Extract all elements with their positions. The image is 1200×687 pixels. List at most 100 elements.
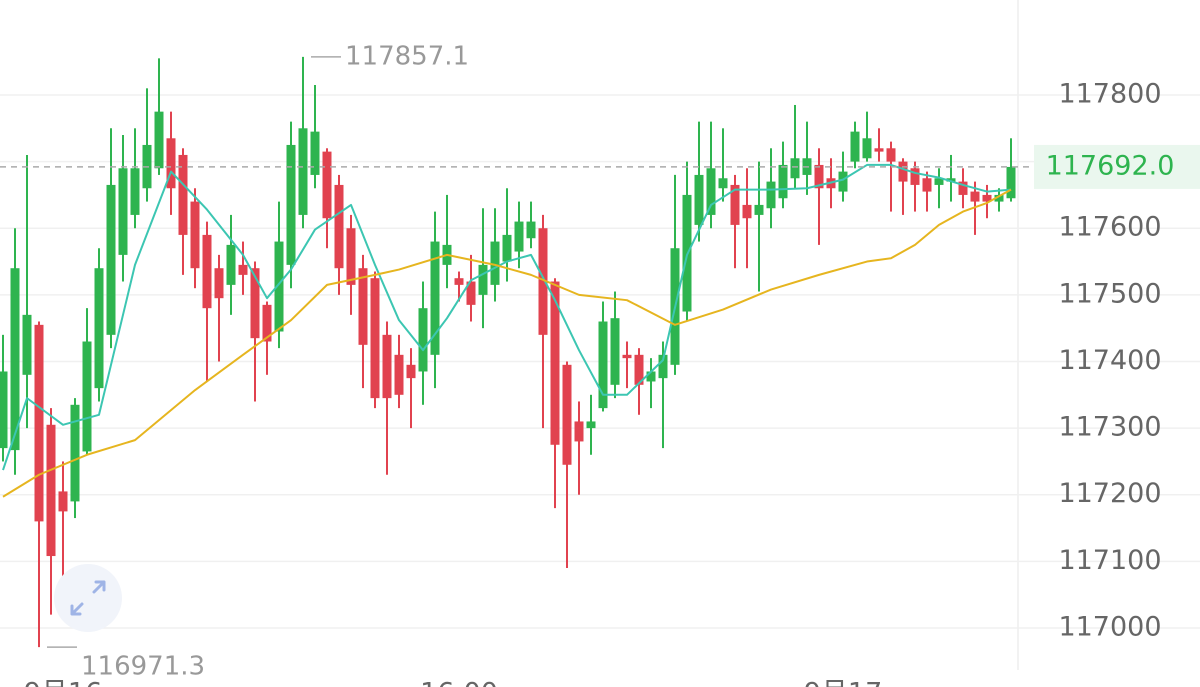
y-tick-label: 117600 [1058,212,1161,243]
candle-body [46,424,56,557]
candle-body [730,184,740,225]
candle-body [562,364,572,465]
candle-body [550,281,560,445]
x-tick-label: 9月16 [24,678,103,687]
candle-body [190,201,200,269]
y-tick-label: 117300 [1058,412,1161,443]
candle-body [814,164,824,189]
candle-body [874,148,884,152]
moving-average-line [2,163,1012,471]
expand-button-bg [54,564,122,632]
max-label: 117857.1 [345,41,469,71]
candle-body [910,168,920,185]
candle-body [922,178,932,192]
candle-body [610,318,620,385]
last-price-label: 117692.0 [1046,150,1175,181]
candle-body [778,164,788,199]
candle-body [754,204,764,215]
candle-body [934,178,944,185]
last-price-bg [1034,144,1200,189]
candle-body [106,184,116,335]
candle-body [946,178,956,182]
candle-body [514,221,524,252]
candle-body [406,364,416,379]
candle-body [286,144,296,265]
x-tick-label: 16:00 [420,678,498,687]
y-tick-label: 117100 [1058,545,1161,576]
candle-body [358,268,368,345]
candle-body [334,184,344,269]
moving-average-line [2,188,1012,498]
min-label: 116971.3 [81,652,205,682]
candle-body [58,491,68,512]
candle-body [214,268,224,299]
candle-body [166,138,176,189]
candle-body [862,138,872,159]
candle-body [70,404,80,502]
y-tick-label: 117500 [1058,278,1161,309]
candle-body [466,281,476,305]
candle-body [82,341,92,452]
candle-body [394,354,404,395]
candle-body [322,151,332,219]
expand-button[interactable] [54,564,122,632]
candle-body [1006,166,1016,199]
candle-body [502,234,512,262]
candle-body [838,171,848,192]
candle-body [574,421,584,442]
candle-body [154,111,164,169]
candle-body [850,131,860,162]
candle-body [346,228,356,285]
candle-body [250,268,260,339]
candle-body [430,241,440,355]
candle-body [706,168,716,215]
candle-body [586,421,596,429]
candle-body [982,194,992,202]
y-tick-label: 117000 [1058,611,1161,642]
candle-body [598,321,608,409]
candle-body [226,244,236,285]
candle-body [790,158,800,179]
candle-body [178,154,188,235]
candle-body [298,128,308,215]
candle-body [478,264,488,295]
candle-body [694,174,704,225]
candle-body [646,371,656,382]
candle-body [22,314,32,375]
candle-body [526,221,536,239]
candle-body [10,268,20,451]
x-tick-label: 9月17 [804,678,883,687]
candle-body [742,204,752,219]
candle-body [274,241,284,332]
expand-icon [70,580,106,616]
candle-body [718,178,728,189]
candle-body [310,131,320,175]
candle-body [766,181,776,209]
candle-body [262,304,272,342]
y-tick-label: 117800 [1058,78,1161,109]
candle-body [118,168,128,255]
candle-body [622,354,632,359]
candle-body [958,181,968,195]
candle-body [538,228,548,335]
candle-body [454,278,464,285]
candle-body [886,148,896,162]
y-tick-label: 117400 [1058,345,1161,376]
candle-body [658,354,668,379]
candle-body [202,234,212,309]
candle-body [0,371,8,449]
candle-body [382,334,392,399]
candle-body [94,268,104,389]
candle-body [418,308,428,372]
y-tick-label: 117200 [1058,478,1161,509]
candle-body [370,278,380,399]
candle-body [490,241,500,285]
candle-body [970,191,980,202]
candle-body [34,324,44,522]
candle-body [898,161,908,182]
candle-body [994,194,1004,202]
candle-body [634,354,644,385]
candle-body [130,168,140,215]
candle-body [238,264,248,275]
